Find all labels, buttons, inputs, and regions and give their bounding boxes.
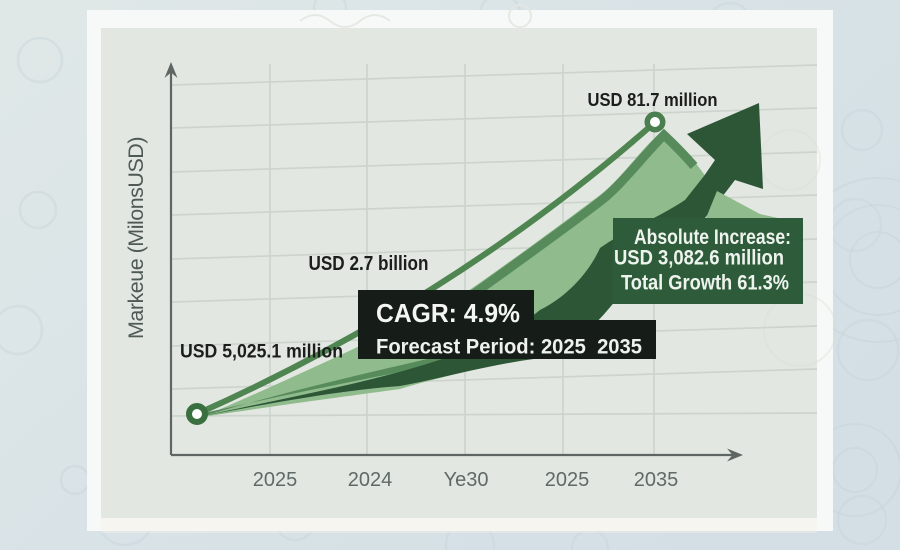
svg-text:Forecast Period: 2025 2035: Forecast Period: 2025 2035 — [376, 336, 642, 359]
svg-text:2025: 2025 — [253, 469, 298, 491]
svg-text:USD 5,025.1 million: USD 5,025.1 million — [180, 341, 343, 363]
svg-text:USD 2.7 billion: USD 2.7 billion — [309, 253, 429, 275]
svg-text:USD 3,082.6 million: USD 3,082.6 million — [614, 247, 784, 270]
svg-text:2025: 2025 — [545, 469, 590, 491]
svg-text:Markeue (MilonsUSD): Markeue (MilonsUSD) — [124, 137, 148, 339]
svg-text:2024: 2024 — [348, 469, 393, 491]
svg-text:Total Growth 61.3%: Total Growth 61.3% — [621, 272, 789, 295]
svg-text:Absolute Increase:: Absolute Increase: — [634, 226, 791, 249]
svg-text:CAGR: 4.9%: CAGR: 4.9% — [376, 298, 520, 328]
svg-text:USD 81.7 million: USD 81.7 million — [588, 90, 718, 110]
svg-text:2035: 2035 — [634, 469, 679, 491]
svg-text:Ye30: Ye30 — [444, 469, 489, 491]
